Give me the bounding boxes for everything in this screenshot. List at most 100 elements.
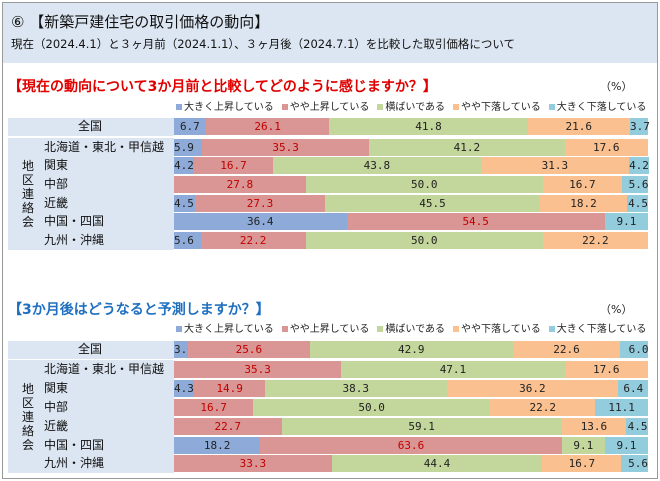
bar-segment: 16.7 xyxy=(193,157,274,174)
category-label: 近畿 xyxy=(44,196,69,210)
bar-segment: 16.7 xyxy=(542,176,622,193)
legend-item: やや上昇している xyxy=(281,98,369,113)
legend-item: 大きく下落している xyxy=(548,98,647,113)
bar-segment: 22.6 xyxy=(512,341,621,358)
bar-segment: 4.5 xyxy=(626,195,648,212)
chart-title: 【現在の動向について3か月前と比較してどのように感じますか？】 xyxy=(8,79,437,95)
bar-segment: 11.1 xyxy=(595,399,648,416)
bar-segment: 14.9 xyxy=(194,380,265,397)
bar-segment: 45.5 xyxy=(324,195,541,212)
legend-label: やや下落している xyxy=(461,324,541,335)
legend-swatch xyxy=(377,326,384,332)
legend-item: やや下落している xyxy=(453,320,541,335)
bar-segment: 42.9 xyxy=(309,341,513,358)
bar-segment: 59.1 xyxy=(281,418,562,435)
category-label: 関東 xyxy=(44,158,69,172)
legend-swatch xyxy=(377,104,384,110)
bar-segment: 54.5 xyxy=(346,213,605,230)
legend: 大きく上昇している やや上昇している 横ばいである やや下落している 大きく下落している xyxy=(176,320,646,335)
bar-segment: 22.2 xyxy=(200,232,306,249)
legend-label: 大きく上昇している xyxy=(184,102,274,113)
category-label: 中国・四国 xyxy=(44,438,105,452)
bar-segment: 22.7 xyxy=(174,418,282,435)
category-label: 近畿 xyxy=(44,419,69,433)
legend-label: 大きく下落している xyxy=(556,324,647,335)
legend-item: やや下落している xyxy=(453,98,541,113)
category-label: 中部 xyxy=(44,400,69,414)
bar-segment: 26.1 xyxy=(205,118,330,135)
bar-segment: 47.1 xyxy=(341,361,565,378)
region-group-bg xyxy=(8,138,174,250)
category-label: 全国 xyxy=(78,342,103,356)
bar-segment: 38.3 xyxy=(265,380,447,397)
legend-label: 横ばいである xyxy=(385,102,446,113)
bar-segment: 3.0 xyxy=(174,341,194,358)
legend-swatch xyxy=(281,326,288,332)
bar-segment: 18.2 xyxy=(540,195,627,212)
bar-segment: 6.4 xyxy=(618,380,649,397)
legend: 大きく上昇している やや上昇している 横ばいである やや下落している 大きく下落している xyxy=(176,98,646,113)
region-group-label: 地区連絡会 xyxy=(22,381,35,452)
legend-swatch xyxy=(281,104,288,110)
header: ⑥ 【新築戸建住宅の取引価格の動向】 現在（2024.4.1）と３ヶ月前（202… xyxy=(3,3,657,63)
bar-segment: 27.3 xyxy=(195,195,325,212)
category-label: 北海道・東北・甲信越 xyxy=(44,140,165,154)
legend-item: 大きく上昇している xyxy=(176,98,274,113)
bar-segment: 50.0 xyxy=(305,232,543,249)
bar-segment: 17.6 xyxy=(564,361,648,378)
legend-swatch xyxy=(453,326,460,332)
region-group-label: 地区連絡会 xyxy=(22,159,35,229)
bar-segment: 4.5 xyxy=(174,195,196,212)
bar-segment: 36.4 xyxy=(174,213,347,230)
bar-segment: 16.7 xyxy=(542,455,622,472)
legend-swatch xyxy=(176,104,182,110)
bar-segment: 41.8 xyxy=(329,118,528,135)
page-title: ⑥ 【新築戸建住宅の取引価格の動向】 xyxy=(11,13,270,31)
legend-label: 横ばいである xyxy=(385,324,446,335)
national-row-bg xyxy=(8,341,174,359)
bar-segment: 9.1 xyxy=(561,437,605,454)
legend-label: 大きく下落している xyxy=(556,102,647,113)
legend-item: 横ばいである xyxy=(377,320,445,335)
bar-segment: 50.0 xyxy=(305,176,543,193)
bar-segment: 4.3 xyxy=(174,380,195,397)
bar-segment: 50.0 xyxy=(253,399,491,416)
bar-segment: 31.3 xyxy=(480,157,630,174)
bar-segment: 22.2 xyxy=(490,399,596,416)
region-group-bg xyxy=(8,360,174,473)
category-label: 中国・四国 xyxy=(44,214,105,228)
bar-segment: 33.3 xyxy=(174,455,332,472)
bar-segment: 9.1 xyxy=(604,213,648,230)
bar-segment: 27.8 xyxy=(174,176,306,193)
page-subtitle: 現在（2024.4.1）と３ヶ月前（2024.1.1）、３ヶ月後（2024.7.… xyxy=(11,37,516,51)
category-label: 北海道・東北・甲信越 xyxy=(44,362,165,376)
bar-segment: 9.1 xyxy=(604,437,648,454)
bar-segment: 5.6 xyxy=(621,176,649,193)
legend-item: やや上昇している xyxy=(281,320,369,335)
category-label: 中部 xyxy=(44,177,69,191)
legend-swatch xyxy=(453,104,460,110)
legend-item: 大きく下落している xyxy=(548,320,647,335)
category-label: 九州・沖縄 xyxy=(44,456,105,470)
category-label: 九州・沖縄 xyxy=(44,233,105,247)
legend-swatch xyxy=(548,326,555,332)
bar-segment: 3.7 xyxy=(629,118,650,135)
legend-item: 横ばいである xyxy=(377,98,445,113)
bar-segment: 4.2 xyxy=(174,157,194,174)
bar-segment: 18.2 xyxy=(174,437,261,454)
bar-segment: 25.6 xyxy=(188,341,310,358)
bar-segment: 63.6 xyxy=(260,437,562,454)
bar-segment: 44.4 xyxy=(331,455,543,472)
bar-segment: 5.6 xyxy=(174,232,201,249)
category-label: 関東 xyxy=(44,381,69,395)
bar-segment: 35.3 xyxy=(174,361,342,378)
unit-label: （%） xyxy=(600,303,633,316)
bar-segment: 21.6 xyxy=(527,118,630,135)
bar-segment: 41.2 xyxy=(369,139,565,156)
bar-segment: 4.2 xyxy=(629,157,649,174)
bar-segment: 6.0 xyxy=(620,341,649,358)
category-label: 全国 xyxy=(78,119,103,133)
bar-segment: 17.6 xyxy=(564,139,648,156)
national-row-bg xyxy=(8,118,174,136)
